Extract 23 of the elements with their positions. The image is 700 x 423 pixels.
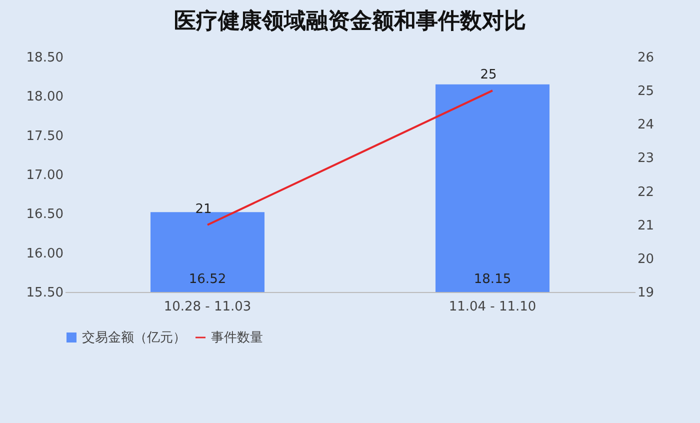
y2-tick-label: 26 xyxy=(638,50,654,66)
y2-tick-label: 22 xyxy=(638,184,654,200)
y2-tick-label: 20 xyxy=(638,252,654,267)
legend-label: 事件数量 xyxy=(211,330,263,346)
y-tick-label: 15.50 xyxy=(26,286,64,300)
y-tick-label: 17.50 xyxy=(26,128,64,144)
y2-tick-label: 25 xyxy=(638,84,654,100)
chart-title: 医疗健康领域融资金额和事件数对比 xyxy=(174,8,526,34)
data-label: 25 xyxy=(480,68,497,83)
data-label: 16.52 xyxy=(188,272,226,287)
y-tick-label: 16.00 xyxy=(26,246,64,262)
y2-tick-label: 23 xyxy=(638,151,654,166)
x-tick-label: 11.04 - 11.10 xyxy=(448,300,536,314)
y2-tick-label: 19 xyxy=(638,286,654,300)
y-tick-label: 16.50 xyxy=(26,207,64,222)
y2-tick-label: 24 xyxy=(638,118,654,133)
data-label: 18.15 xyxy=(474,272,512,287)
y-tick-label: 18.50 xyxy=(26,50,64,66)
x-tick-label: 10.28 - 11.03 xyxy=(164,300,252,314)
legend-label: 交易金额（亿元） xyxy=(82,330,186,346)
y-tick-label: 18.00 xyxy=(26,90,64,105)
y2-tick-label: 21 xyxy=(638,218,654,234)
y-tick-label: 17.00 xyxy=(26,168,64,183)
